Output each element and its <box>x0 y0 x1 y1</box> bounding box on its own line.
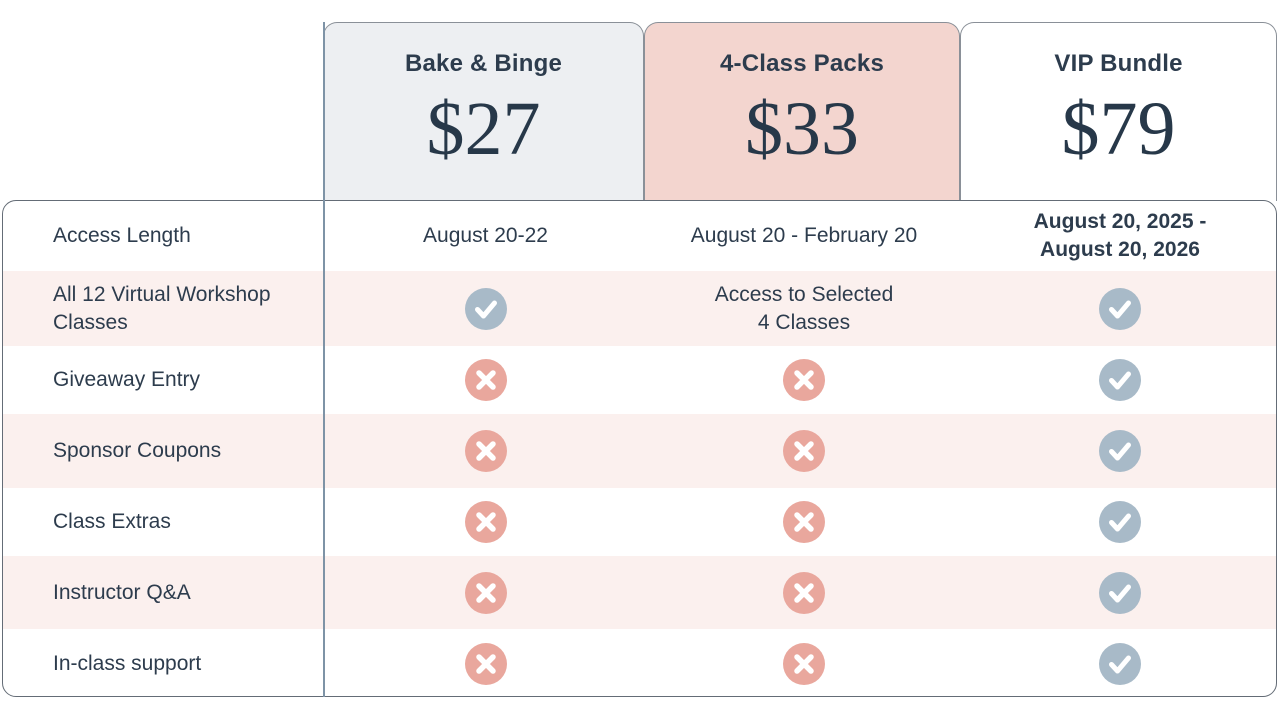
cross-icon <box>783 430 825 472</box>
workshop-vip <box>962 271 1276 346</box>
cross-icon <box>783 571 825 614</box>
feature-label: Sponsor Coupons <box>53 439 222 462</box>
vip-date-line2: August 20, 2026 <box>1040 238 1200 261</box>
support-bake-binge <box>325 629 646 696</box>
extras-bake-binge <box>325 488 646 556</box>
giveaway-vip <box>962 346 1276 414</box>
cross-icon <box>464 642 507 685</box>
cross-icon <box>464 430 507 472</box>
coupons-bake-binge <box>325 414 646 488</box>
check-icon <box>464 287 507 330</box>
feature-label: All 12 Virtual Workshop Classes <box>53 282 271 334</box>
giveaway-4-class <box>646 346 962 414</box>
check-icon <box>1099 359 1141 401</box>
coupons-4-class <box>646 414 962 488</box>
plan-card-4-class-packs[interactable]: 4-Class Packs $33 <box>644 22 960 201</box>
plan-name: Bake & Binge <box>404 50 563 77</box>
selected-classes-line1: Access to Selected <box>714 282 894 306</box>
plan-price: $79 <box>1061 87 1176 171</box>
qa-4-class <box>646 556 962 629</box>
check-icon <box>1099 501 1141 543</box>
qa-vip <box>962 556 1276 629</box>
cross-icon <box>783 359 825 401</box>
coupons-vip <box>962 414 1276 488</box>
comparison-table: Access Length August 20-22 August 20 - F… <box>2 200 1277 697</box>
cross-icon <box>783 642 825 685</box>
feature-label: Access Length <box>53 224 191 247</box>
feature-label: Class Extras <box>53 510 171 533</box>
column-divider <box>323 22 325 697</box>
feature-label: Giveaway Entry <box>53 368 201 391</box>
feature-label: In-class support <box>53 651 202 675</box>
selected-classes-line2: 4 Classes <box>757 310 851 334</box>
feature-label: Instructor Q&A <box>53 580 191 604</box>
workshop-4-class: Access to Selected 4 Classes <box>646 271 962 346</box>
table-row-in-class-support: In-class support <box>3 629 1276 696</box>
check-icon <box>1099 287 1141 330</box>
access-length-vip: August 20, 2025 - August 20, 2026 <box>962 201 1276 271</box>
cross-icon <box>464 501 507 543</box>
extras-4-class <box>646 488 962 556</box>
extras-vip <box>962 488 1276 556</box>
plan-card-bake-binge[interactable]: Bake & Binge $27 <box>323 22 644 201</box>
cross-icon <box>464 571 507 614</box>
support-vip <box>962 629 1276 696</box>
plan-name: VIP Bundle <box>1054 50 1183 77</box>
check-icon <box>1099 430 1141 472</box>
support-4-class <box>646 629 962 696</box>
cross-icon <box>464 359 507 401</box>
plan-price: $33 <box>745 87 859 171</box>
table-row-giveaway-entry: Giveaway Entry <box>3 346 1276 414</box>
table-row-class-extras: Class Extras <box>3 488 1276 556</box>
access-length-bake-binge: August 20-22 <box>423 224 548 247</box>
giveaway-bake-binge <box>325 346 646 414</box>
workshop-bake-binge <box>325 271 646 346</box>
check-icon <box>1099 571 1141 614</box>
plan-name: 4-Class Packs <box>719 50 885 77</box>
qa-bake-binge <box>325 556 646 629</box>
cross-icon <box>783 501 825 543</box>
vip-date-line1: August 20, 2025 - <box>1033 210 1207 233</box>
check-icon <box>1099 642 1141 685</box>
access-length-4-class: August 20 - February 20 <box>690 224 918 247</box>
plan-card-vip-bundle[interactable]: VIP Bundle $79 <box>960 22 1277 201</box>
table-row-sponsor-coupons: Sponsor Coupons <box>3 414 1276 488</box>
plan-price: $27 <box>426 87 541 171</box>
table-row-instructor-qa: Instructor Q&A <box>3 556 1276 629</box>
table-row-access-length: Access Length August 20-22 August 20 - F… <box>3 201 1276 271</box>
table-row-workshop-classes: All 12 Virtual Workshop Classes Access t… <box>3 271 1276 346</box>
